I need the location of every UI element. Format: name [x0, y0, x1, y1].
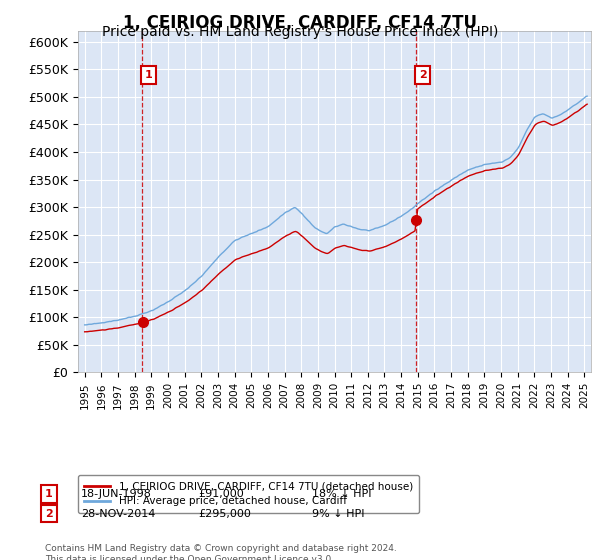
- Text: 2: 2: [45, 508, 53, 519]
- Text: £91,000: £91,000: [198, 489, 244, 499]
- Text: 1, CEIRIOG DRIVE, CARDIFF, CF14 7TU: 1, CEIRIOG DRIVE, CARDIFF, CF14 7TU: [123, 14, 477, 32]
- Text: 1: 1: [45, 489, 53, 499]
- Text: Price paid vs. HM Land Registry's House Price Index (HPI): Price paid vs. HM Land Registry's House …: [102, 25, 498, 39]
- Text: £295,000: £295,000: [198, 508, 251, 519]
- Legend: 1, CEIRIOG DRIVE, CARDIFF, CF14 7TU (detached house), HPI: Average price, detach: 1, CEIRIOG DRIVE, CARDIFF, CF14 7TU (det…: [78, 475, 419, 512]
- Text: 18% ↓ HPI: 18% ↓ HPI: [312, 489, 371, 499]
- Text: 9% ↓ HPI: 9% ↓ HPI: [312, 508, 365, 519]
- Text: 28-NOV-2014: 28-NOV-2014: [81, 508, 155, 519]
- Text: Contains HM Land Registry data © Crown copyright and database right 2024.
This d: Contains HM Land Registry data © Crown c…: [45, 544, 397, 560]
- Text: 2: 2: [419, 70, 427, 80]
- Text: 1: 1: [145, 70, 152, 80]
- Text: 18-JUN-1998: 18-JUN-1998: [81, 489, 152, 499]
